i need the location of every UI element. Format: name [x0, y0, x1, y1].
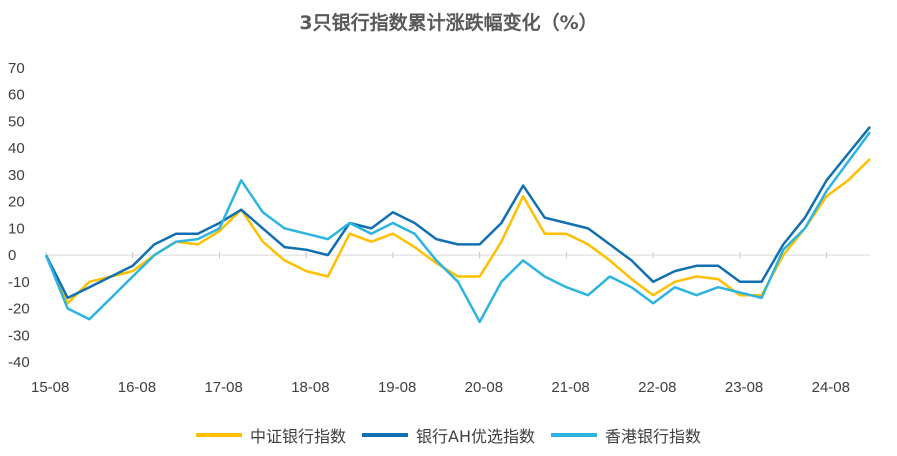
legend-item-hk-bank: 香港银行指数	[550, 423, 701, 447]
series-layer	[44, 126, 872, 324]
legend-label-csi-bank: 中证银行指数	[249, 427, 346, 446]
chart-title: 3只银行指数累计涨跌幅变化（%）	[299, 12, 598, 34]
y-tick-label: 30	[8, 167, 25, 184]
y-tick-label: -10	[8, 274, 30, 291]
y-tick-label: 40	[8, 140, 25, 157]
y-tick-label: -40	[8, 354, 30, 371]
legend-swatch-csi-bank	[195, 433, 242, 437]
legend-swatch-hk-bank	[550, 433, 597, 437]
y-tick-label: 20	[8, 194, 25, 211]
series-line-ah-bank	[44, 126, 871, 300]
x-tick-label: 22-08	[638, 379, 676, 396]
x-tick-label: 19-08	[378, 379, 416, 396]
y-tick-label: -30	[8, 327, 30, 344]
legend-label-ah-bank: 银行AH优选指数	[416, 427, 535, 446]
y-tick-label: 50	[8, 113, 25, 130]
x-tick-label: 17-08	[204, 379, 242, 396]
y-tick-label: 10	[8, 220, 25, 237]
series-line-hk-bank	[44, 131, 872, 324]
x-tick-label: 24-08	[812, 379, 850, 396]
x-tick-label: 23-08	[725, 379, 763, 396]
legend-item-ah-bank: 银行AH优选指数	[362, 423, 535, 447]
legend-swatch-ah-bank	[362, 433, 408, 437]
x-tick-label: 21-08	[551, 379, 589, 396]
x-tick-label: 15-08	[31, 379, 69, 396]
legend-item-csi-bank: 中证银行指数	[195, 423, 346, 447]
y-tick-label: 60	[8, 87, 25, 104]
x-tick-label: 20-08	[465, 379, 503, 396]
y-axis: 70 60 50 40 30 20 10 0 -10 -20 -30 -40	[8, 60, 30, 371]
legend: 中证银行指数 银行AH优选指数 香港银行指数	[0, 423, 897, 447]
x-tick-label: 16-08	[118, 379, 156, 396]
y-tick-label: -20	[8, 301, 30, 318]
y-tick-label: 0	[8, 247, 16, 264]
legend-label-hk-bank: 香港银行指数	[604, 427, 701, 446]
x-tick-label: 18-08	[291, 379, 329, 396]
y-tick-label: 70	[8, 60, 25, 77]
x-axis: 15-08 16-08 17-08 18-08 19-08 20-08 21-08 22-08…	[31, 252, 850, 396]
